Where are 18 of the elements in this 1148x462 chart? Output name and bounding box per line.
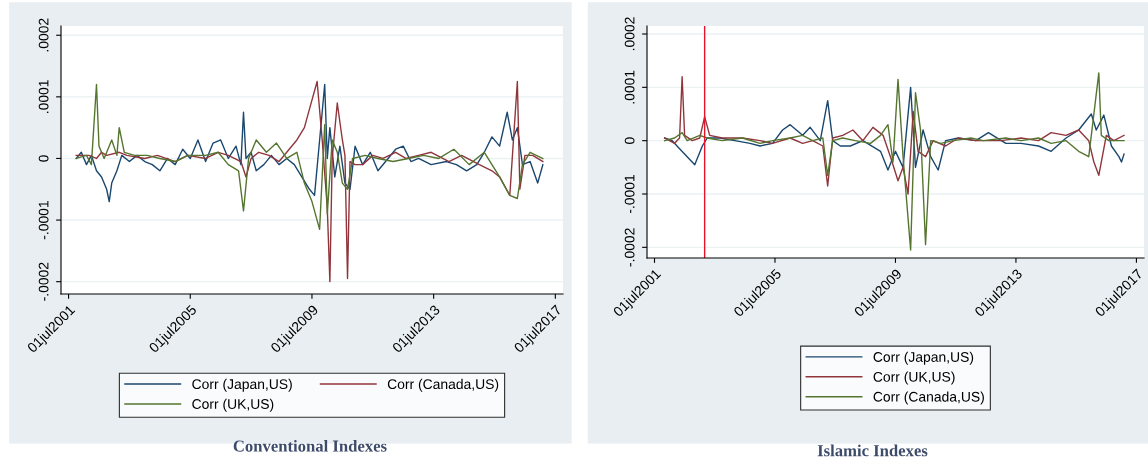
y-tick-label: 0 bbox=[624, 137, 635, 144]
legend-label: Corr (Japan,US) bbox=[192, 378, 292, 392]
y-tick-label: .0001 bbox=[624, 70, 635, 104]
legend-label: Corr (Japan,US) bbox=[873, 351, 974, 365]
y-tick-label: -.0001 bbox=[624, 174, 635, 214]
text: Islamic Indexes bbox=[817, 444, 928, 457]
legend-label: Corr (UK,US) bbox=[873, 371, 955, 385]
y-tick-label: -.0002 bbox=[624, 228, 635, 267]
legend-label: Corr (Canada,US) bbox=[873, 391, 984, 405]
y-tick-label: .0002 bbox=[38, 18, 49, 52]
text: Conventional Indexes bbox=[233, 439, 387, 452]
legend-label: Corr (Canada,US) bbox=[387, 378, 499, 392]
y-tick-label: .0001 bbox=[38, 80, 49, 113]
y-tick-label: .0002 bbox=[624, 17, 635, 51]
y-tick-label: 0 bbox=[38, 155, 49, 162]
y-tick-label: -.0002 bbox=[38, 262, 49, 301]
y-tick-label: -.0001 bbox=[38, 201, 49, 240]
legend-label: Corr (UK,US) bbox=[192, 398, 274, 412]
